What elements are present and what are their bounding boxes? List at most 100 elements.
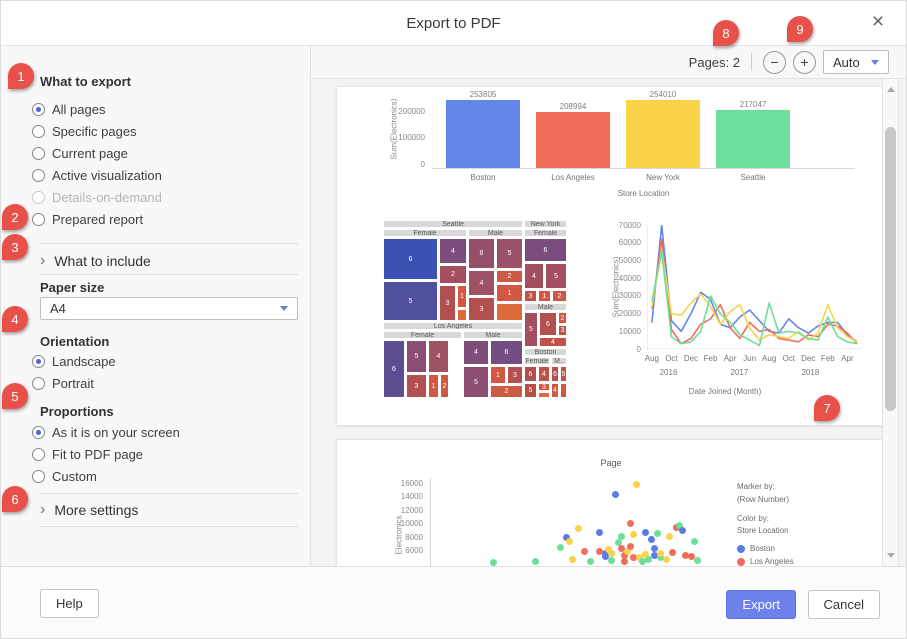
treemap-cell: 2 bbox=[490, 385, 523, 398]
bar-y-tick: 0 bbox=[420, 160, 425, 169]
scatter-point bbox=[565, 537, 573, 545]
treemap-cell: 2 bbox=[552, 290, 567, 302]
radio-button-icon bbox=[32, 168, 45, 182]
scatter-point bbox=[638, 558, 646, 566]
legend-item-los-angeles: Los Angeles bbox=[737, 555, 794, 566]
paper-size-select[interactable]: A4 bbox=[40, 297, 298, 320]
scatter-y-axis-line bbox=[430, 478, 431, 566]
radio-current-page[interactable]: Current page bbox=[32, 142, 162, 164]
line-year-label: 2017 bbox=[730, 368, 749, 377]
bar-value-label: 217047 bbox=[739, 100, 767, 110]
paper-size-title: Paper size bbox=[40, 280, 105, 295]
radio-fit-to-pdf-page[interactable]: Fit to PDF page bbox=[32, 443, 180, 465]
bar-chart-plot: 253805 208994 254010 217047 bbox=[432, 87, 855, 169]
close-icon[interactable]: × bbox=[871, 10, 885, 33]
divider bbox=[40, 243, 298, 244]
treemap-cell: 5 bbox=[524, 383, 537, 398]
line-x-tick: Oct bbox=[782, 354, 795, 363]
more-settings-toggle[interactable]: › More settings bbox=[40, 499, 138, 521]
radio-active-visualization[interactable]: Active visualization bbox=[32, 164, 162, 186]
treemap-header: Los Angeles bbox=[383, 322, 523, 330]
treemap-cell: 5 bbox=[463, 366, 489, 398]
zoom-level-value: Auto bbox=[833, 54, 860, 70]
treemap-cell: 6 bbox=[490, 340, 523, 365]
legend-label: Los Angeles bbox=[750, 557, 794, 566]
treemap-cell: 3 bbox=[468, 297, 495, 321]
preview-scrollbar[interactable] bbox=[882, 79, 899, 566]
treemap-cell: 6 bbox=[539, 312, 557, 336]
what-to-include-toggle[interactable]: › What to include bbox=[40, 250, 151, 272]
radio-label: Portrait bbox=[52, 375, 94, 391]
radio-label: Active visualization bbox=[52, 167, 162, 183]
line-series-new-york bbox=[651, 248, 858, 343]
treemap-cell: 2 bbox=[496, 270, 523, 283]
scatter-point bbox=[620, 552, 628, 560]
radio-label: All pages bbox=[52, 101, 106, 117]
scatter-point bbox=[626, 520, 634, 527]
scatter-y-tick: 10000 bbox=[400, 519, 423, 528]
scatter-point bbox=[602, 553, 610, 561]
treemap-cell: 6 bbox=[524, 366, 537, 382]
scatter-point bbox=[657, 554, 665, 562]
treemap-cell: 6 bbox=[383, 340, 405, 398]
annotation-badge-4: 4 bbox=[2, 306, 28, 332]
paper-size-value: A4 bbox=[50, 301, 66, 316]
chevron-right-icon: › bbox=[40, 501, 46, 518]
treemap-header: Boston bbox=[524, 348, 567, 356]
radio-portrait[interactable]: Portrait bbox=[32, 372, 116, 394]
radio-prepared-report[interactable]: Prepared report bbox=[32, 208, 162, 230]
divider bbox=[40, 493, 298, 494]
toolbar-separator bbox=[751, 53, 752, 71]
annotation-badge-9: 9 bbox=[787, 16, 813, 42]
radio-as-it-is-on-your-screen[interactable]: As it is on your screen bbox=[32, 421, 180, 443]
pdf-preview-viewport: Sum(Electronics) 253805 208994 254010 21704… bbox=[311, 79, 906, 566]
radio-all-pages[interactable]: All pages bbox=[32, 98, 162, 120]
scatter-point bbox=[690, 537, 698, 545]
line-year-label: 2018 bbox=[801, 368, 820, 377]
scatter-point bbox=[663, 555, 671, 563]
treemap-header: Female bbox=[524, 357, 550, 365]
treemap-header: M.. bbox=[551, 357, 567, 365]
radio-specific-pages[interactable]: Specific pages bbox=[32, 120, 162, 142]
bar-y-tick: 100000 bbox=[398, 133, 425, 143]
line-y-tick: 0 bbox=[636, 344, 641, 354]
scatter-point bbox=[617, 532, 625, 540]
scroll-up-arrow[interactable] bbox=[883, 81, 898, 97]
treemap-cell: 3 bbox=[538, 383, 550, 391]
treemap-cell: 4 bbox=[463, 340, 489, 365]
zoom-in-button[interactable]: + bbox=[793, 50, 816, 74]
dialog-footer: Help Export Cancel bbox=[1, 566, 906, 638]
radio-button-icon bbox=[32, 102, 45, 116]
radio-label: Details-on-demand bbox=[52, 189, 162, 205]
line-series-boston bbox=[651, 225, 858, 343]
help-button[interactable]: Help bbox=[40, 589, 99, 618]
scroll-down-arrow[interactable] bbox=[883, 548, 898, 564]
scatter-point bbox=[635, 553, 643, 561]
orientation-group: Landscape Portrait bbox=[32, 350, 116, 394]
scatter-point bbox=[489, 559, 497, 566]
cancel-button[interactable]: Cancel bbox=[807, 590, 880, 619]
treemap-cell: 1 bbox=[457, 285, 467, 308]
scatter-point bbox=[642, 528, 649, 536]
treemap-cell: 1 bbox=[490, 366, 506, 384]
scrollbar-thumb[interactable] bbox=[885, 127, 896, 411]
scatter-point bbox=[611, 491, 619, 499]
treemap-cell: 3 bbox=[507, 366, 523, 384]
zoom-out-button[interactable]: − bbox=[763, 50, 786, 74]
treemap-cell: 4 bbox=[428, 340, 449, 373]
radio-button-icon bbox=[32, 354, 45, 368]
radio-button-icon bbox=[32, 190, 45, 204]
bar-y-tick: 300000 bbox=[385, 87, 425, 89]
zoom-level-select[interactable]: Auto bbox=[823, 50, 889, 74]
radio-landscape[interactable]: Landscape bbox=[32, 350, 116, 372]
line-x-tick: Feb bbox=[703, 354, 718, 363]
line-x-tick: Oct bbox=[665, 354, 678, 363]
export-button[interactable]: Export bbox=[726, 590, 796, 619]
scatter-point bbox=[574, 524, 582, 532]
divider bbox=[40, 274, 298, 275]
line-chart-plot bbox=[647, 225, 862, 349]
treemap-cell: 5 bbox=[524, 312, 538, 347]
scatter-point bbox=[581, 548, 588, 556]
radio-custom[interactable]: Custom bbox=[32, 465, 180, 487]
preview-toolbar: Pages: 2 − + Auto bbox=[311, 46, 906, 79]
